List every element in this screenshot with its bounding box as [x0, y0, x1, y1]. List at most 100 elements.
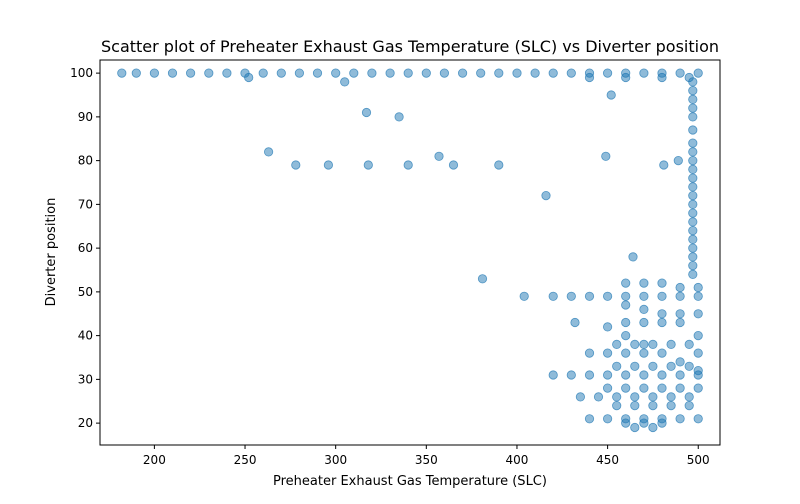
data-point [628, 252, 638, 262]
data-point [657, 370, 667, 380]
data-point [688, 208, 698, 218]
data-point [639, 339, 649, 349]
data-point [602, 322, 613, 332]
data-point [693, 414, 703, 424]
data-point [630, 339, 640, 349]
data-point [693, 370, 703, 380]
data-point [349, 68, 359, 78]
data-point [385, 68, 395, 78]
data-point [675, 370, 685, 380]
data-point [688, 269, 698, 279]
x-axis-label: Preheater Exhaust Gas Temperature (SLC) [273, 474, 547, 489]
data-point [548, 291, 558, 301]
data-point [621, 317, 631, 328]
axes-frame [99, 59, 721, 446]
data-point [666, 339, 676, 349]
data-point [657, 383, 667, 393]
data-point [693, 291, 703, 301]
data-point [688, 156, 698, 166]
data-point [693, 282, 703, 293]
y-tick-label: 60 [78, 241, 93, 255]
data-point [639, 278, 649, 288]
x-tick-label: 200 [143, 453, 166, 467]
data-point [648, 400, 658, 411]
x-tick-label: 500 [687, 453, 710, 467]
data-point [675, 282, 685, 293]
data-point [361, 107, 372, 118]
data-point [601, 151, 611, 161]
points-layer [117, 68, 703, 433]
data-point [639, 68, 649, 78]
data-point [639, 317, 649, 328]
data-point [675, 414, 685, 424]
data-point [584, 72, 595, 83]
y-axis-label: Diverter position [44, 198, 59, 307]
data-point [688, 252, 698, 262]
y-tick-label: 40 [78, 329, 93, 343]
data-point [684, 400, 694, 411]
data-point [693, 68, 703, 78]
data-point [167, 68, 178, 78]
data-point [621, 278, 631, 288]
data-point [630, 361, 640, 371]
data-point [584, 414, 595, 424]
data-point [688, 103, 698, 113]
chart-title: Scatter plot of Preheater Exhaust Gas Te… [101, 37, 719, 56]
data-point [149, 68, 159, 78]
data-point [693, 309, 703, 319]
x-tick-label: 300 [324, 453, 347, 467]
data-point [639, 418, 649, 428]
x-tick-label: 450 [596, 453, 619, 467]
data-point [575, 392, 586, 402]
data-point [688, 164, 698, 174]
x-tick-label: 400 [506, 453, 529, 467]
data-point [602, 383, 613, 393]
data-point [657, 418, 667, 428]
data-point [675, 383, 685, 393]
data-point [657, 348, 667, 358]
data-point [394, 112, 404, 122]
data-point [675, 291, 685, 301]
data-point [648, 392, 658, 402]
data-point [684, 361, 694, 371]
data-point [367, 68, 377, 78]
data-point [258, 68, 268, 78]
data-point [639, 304, 649, 314]
data-point [476, 68, 486, 78]
y-tick-label: 90 [78, 110, 93, 124]
data-point [291, 160, 301, 170]
data-point [421, 68, 431, 78]
data-point [648, 361, 658, 371]
data-point [621, 370, 631, 380]
data-point [457, 68, 468, 78]
y-ticks: 20 30 40 50 60 70 80 90 100 [70, 66, 100, 430]
y-tick-label: 50 [78, 285, 93, 299]
data-point [621, 418, 631, 428]
data-point [186, 68, 196, 78]
y-tick-label: 20 [78, 416, 93, 430]
data-point [363, 160, 373, 170]
data-point [566, 68, 576, 78]
data-point [630, 400, 640, 411]
data-point [331, 68, 341, 78]
data-point [639, 291, 649, 301]
data-point [602, 291, 613, 301]
data-point [340, 77, 350, 87]
data-point [222, 68, 232, 78]
data-point [584, 370, 595, 380]
data-point [675, 357, 685, 367]
data-point [688, 260, 698, 271]
data-point [688, 147, 698, 157]
data-point [688, 125, 698, 135]
data-point [666, 400, 676, 411]
data-point [688, 138, 698, 148]
data-point [621, 330, 631, 341]
data-point [688, 243, 698, 253]
data-point [541, 191, 551, 201]
data-point [294, 68, 304, 78]
data-point [263, 147, 274, 157]
data-point [688, 77, 698, 87]
data-point [612, 392, 622, 402]
data-point [688, 86, 698, 96]
data-point [630, 392, 640, 402]
